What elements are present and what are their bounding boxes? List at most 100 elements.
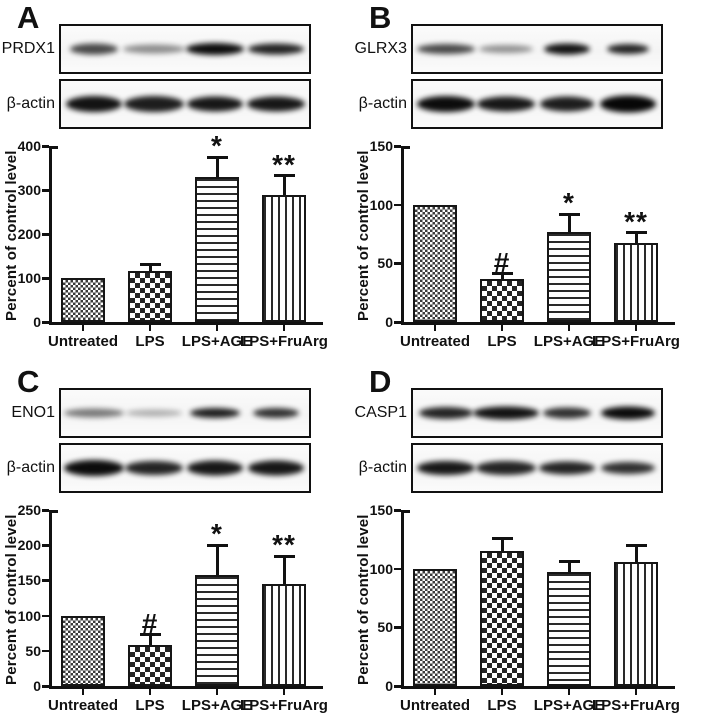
- panel-letter: D: [369, 364, 392, 399]
- panel-a: A PRDX1 β-actin Percent of control level…: [0, 0, 352, 364]
- blot-band: [246, 96, 305, 112]
- blot-band: [125, 461, 183, 475]
- panel-b: B GLRX3 β-actin Percent of control level…: [352, 0, 704, 364]
- significance-marker: #: [493, 246, 511, 278]
- blot-row: ENO1: [0, 388, 352, 438]
- significance-marker: #: [141, 607, 159, 639]
- x-axis-line: [49, 322, 323, 325]
- error-bar-stem: [215, 545, 219, 575]
- error-bar-cap: [491, 536, 513, 540]
- blot-group: PRDX1 β-actin: [0, 24, 352, 134]
- y-axis-tick: [394, 262, 401, 265]
- protein-blot-image: [411, 388, 663, 438]
- y-axis-tick: [394, 685, 401, 688]
- bar: [195, 574, 239, 686]
- bar: [61, 615, 105, 686]
- loading-control-label: β-actin: [358, 459, 407, 476]
- x-category-label: Untreated: [399, 697, 471, 714]
- blot-band: [124, 96, 184, 112]
- error-bar-stem: [500, 538, 504, 552]
- x-axis-tick: [634, 325, 638, 331]
- panel-letter: B: [369, 0, 392, 35]
- x-axis-tick: [215, 325, 219, 331]
- y-tick-label: 400: [17, 138, 41, 154]
- blot-band: [539, 96, 594, 112]
- blot-band: [417, 96, 476, 112]
- error-bar-stem: [215, 157, 219, 177]
- x-category-label: LPS: [487, 333, 517, 350]
- panel-letter: C: [17, 364, 40, 399]
- y-tick-label: 100: [369, 560, 393, 577]
- x-axis-tick: [215, 689, 219, 695]
- error-bar-cap: [625, 543, 647, 547]
- bar: [480, 551, 524, 686]
- blot-group: CASP1 β-actin: [352, 388, 704, 498]
- panel-d: D CASP1 β-actin Percent of control level…: [352, 364, 704, 728]
- blot-band: [247, 43, 304, 55]
- significance-marker: **: [272, 148, 296, 180]
- bar: [262, 195, 306, 322]
- protein-blot-image: [59, 24, 311, 74]
- y-axis-title: Percent of control level: [355, 514, 372, 686]
- x-category-label: LPS+FruArg: [240, 333, 328, 350]
- bar: [262, 583, 306, 686]
- blot-band: [606, 44, 649, 54]
- y-axis-tick: [394, 203, 401, 207]
- x-axis-line: [49, 686, 323, 689]
- y-axis-top-hook: [49, 146, 58, 149]
- error-bar-cap: [273, 554, 295, 558]
- x-category-label: LPS+AGE: [181, 333, 253, 350]
- x-category-label: LPS+AGE: [533, 697, 605, 714]
- y-tick-label: 50: [377, 255, 393, 272]
- actin-blot-image: [59, 79, 311, 129]
- error-bar-stem: [282, 175, 286, 196]
- panel-c: C ENO1 β-actin Percent of control level …: [0, 364, 352, 728]
- error-bar-stem: [282, 556, 286, 584]
- x-axis-line: [401, 322, 675, 325]
- protein-label: GLRX3: [354, 40, 407, 57]
- y-tick-label: 250: [17, 502, 41, 518]
- blot-band: [64, 408, 125, 418]
- x-axis-line: [401, 686, 675, 689]
- bar: [128, 645, 172, 686]
- significance-marker: **: [272, 529, 296, 561]
- x-category-label: Untreated: [47, 333, 119, 350]
- blot-row: CASP1: [352, 388, 704, 438]
- blot-band: [64, 460, 125, 476]
- x-category-label: LPS+FruArg: [240, 697, 328, 714]
- x-axis-tick: [634, 689, 638, 695]
- y-axis-tick: [394, 626, 401, 629]
- x-axis-tick: [567, 689, 571, 695]
- y-tick-label: 0: [33, 314, 41, 330]
- error-bar-stem: [567, 561, 571, 573]
- protein-label: PRDX1: [1, 40, 55, 57]
- significance-marker: *: [563, 187, 575, 219]
- y-axis-tick: [394, 321, 401, 324]
- x-category-label: LPS: [487, 697, 517, 714]
- error-bar-cap: [139, 263, 161, 267]
- bar-chart: 0 50 100 150 Untreated # LPS * LPS+AGE ** LPS+FruA…: [370, 138, 680, 350]
- blot-row: β-actin: [352, 443, 704, 493]
- y-axis-top-hook: [401, 510, 410, 513]
- error-bar-cap: [625, 231, 647, 235]
- panel-letter: A: [17, 0, 40, 35]
- y-axis-tick: [42, 145, 49, 148]
- blot-group: GLRX3 β-actin: [352, 24, 704, 134]
- blot-band: [473, 406, 539, 420]
- x-axis-tick: [567, 325, 571, 331]
- actin-blot-image: [59, 443, 311, 493]
- y-axis-tick: [42, 509, 49, 512]
- error-bar-cap: [206, 155, 228, 159]
- x-axis-tick: [282, 689, 286, 695]
- blot-band: [419, 407, 474, 419]
- loading-control-label: β-actin: [358, 95, 407, 112]
- loading-control-label: β-actin: [6, 459, 55, 476]
- y-axis-top-hook: [401, 146, 410, 149]
- x-category-label: Untreated: [399, 333, 471, 350]
- y-axis-tick: [42, 189, 49, 192]
- blot-band: [185, 43, 244, 55]
- loading-control-label: β-actin: [6, 95, 55, 112]
- x-axis-tick: [282, 325, 286, 331]
- error-bar-stem: [634, 232, 638, 244]
- x-category-label: LPS+FruArg: [592, 333, 680, 350]
